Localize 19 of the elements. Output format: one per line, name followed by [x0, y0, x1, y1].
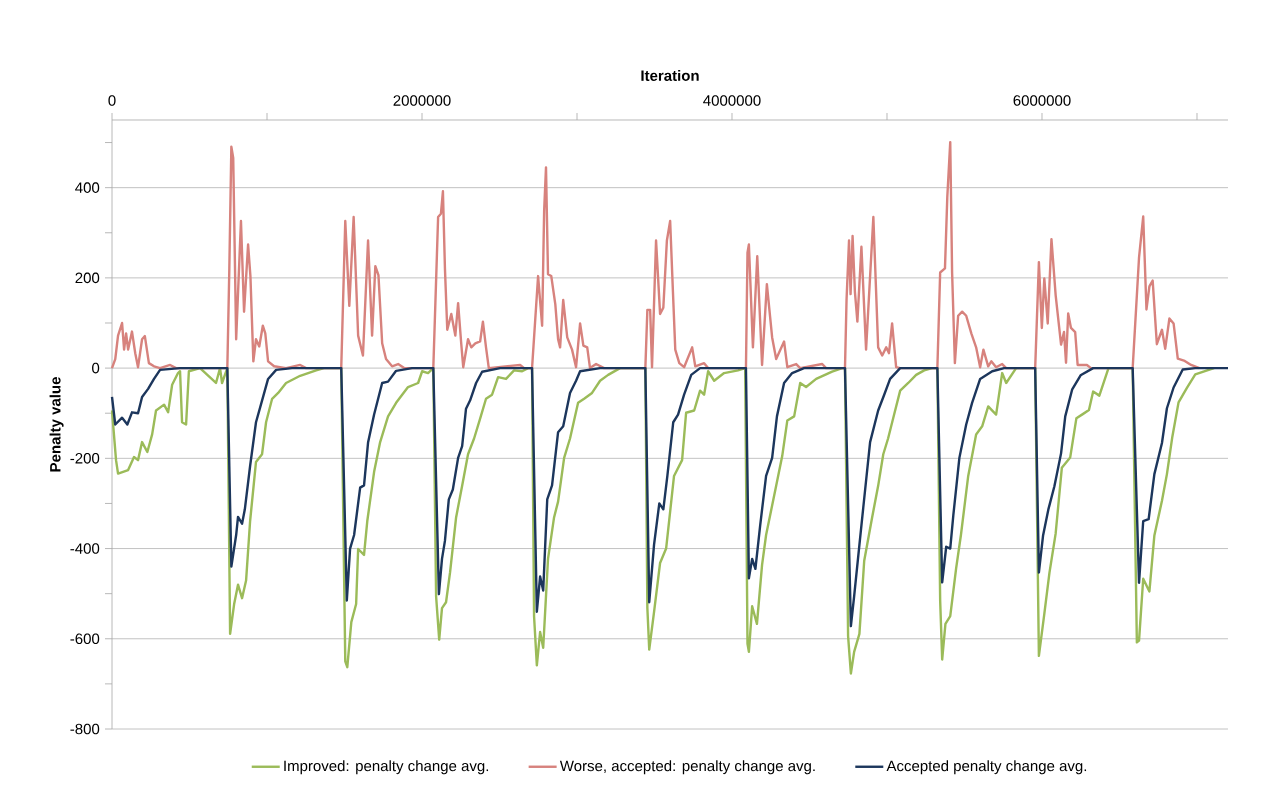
line-series [110, 366, 1216, 675]
y-axis-title: Penalty value [49, 377, 64, 472]
y-tick-label: 400 [75, 182, 100, 193]
y-tick-label: 200 [75, 272, 100, 284]
line-series [110, 140, 1201, 370]
y-tick-label: -800 [70, 723, 100, 735]
legend-label: Worse, accepted: penalty change avg. [559, 760, 815, 775]
y-tick-label: -200 [70, 453, 100, 464]
y-tick-label: 0 [92, 362, 100, 374]
y-tick-label: -600 [70, 633, 100, 645]
legend-label: Accepted penalty change avg. [886, 760, 1087, 775]
x-tick-label: 4000000 [703, 95, 761, 106]
legend-label: Improved: penalty change avg. [284, 760, 489, 775]
x-tick-label: 2000000 [393, 95, 451, 106]
x-tick-label: 0 [108, 95, 116, 106]
y-tick-label: -400 [70, 543, 100, 554]
x-axis-title: Iteration [641, 69, 699, 81]
line-series [110, 366, 1230, 628]
x-tick-label: 6000000 [1013, 95, 1071, 106]
